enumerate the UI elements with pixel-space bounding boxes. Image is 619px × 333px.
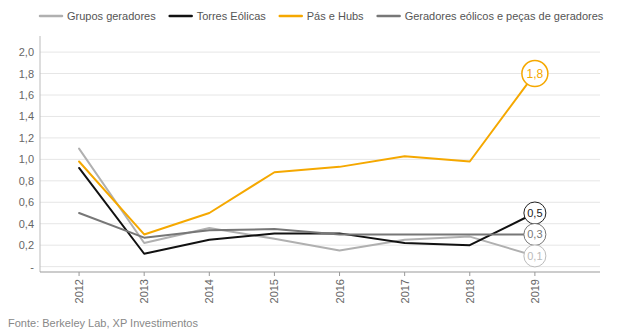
source-text: Fonte: Berkeley Lab, XP Investimentos: [8, 317, 198, 329]
y-tick-label: 1,0: [19, 153, 34, 165]
legend-label: Geradores eólicos e peças de geradores: [405, 10, 604, 22]
legend-swatch: [378, 15, 400, 18]
y-tick-label: 1,8: [19, 68, 34, 80]
series-line: [79, 149, 535, 256]
grid-line: [40, 266, 600, 267]
x-tick-label: 2014: [203, 279, 215, 303]
chart: -0,20,40,60,81,01,21,41,61,82,0201220132…: [0, 0, 619, 333]
plot-lines: [79, 74, 535, 256]
x-tick: [274, 272, 275, 276]
y-tick-label: 2,0: [19, 46, 34, 58]
x-tick: [339, 272, 340, 276]
x-tick-label: 2013: [138, 279, 150, 303]
y-axis-line: [40, 36, 41, 272]
legend-label: Torres Eólicas: [197, 10, 267, 22]
grid-line: [40, 73, 600, 74]
series-line: [79, 213, 535, 238]
legend-swatch: [280, 15, 302, 18]
grid-line: [40, 52, 600, 53]
annotation-text: 0,1: [527, 250, 542, 262]
x-tick: [79, 272, 80, 276]
grid-line: [40, 137, 600, 138]
annotation-ring: [524, 245, 546, 267]
x-tick: [534, 272, 535, 276]
legend-swatch: [170, 15, 192, 18]
x-tick-label: 2016: [334, 279, 346, 303]
series-line: [79, 74, 535, 235]
y-axis: - 0,2 0,4 0,6 0,8 1,0 1,2 1,4 1,6 1,8 2,0: [19, 36, 600, 273]
y-tick-label: -: [30, 261, 34, 273]
y-tick-label: 1,6: [19, 89, 34, 101]
annotation-text: 0,5: [527, 207, 542, 219]
x-tick: [404, 272, 405, 276]
grid-line: [40, 116, 600, 117]
x-tick-label: 2015: [268, 279, 280, 303]
x-tick-label: 2017: [399, 279, 411, 303]
series-line: [79, 168, 535, 254]
grid-line: [40, 95, 600, 96]
legend: Grupos geradores Torres Eólicas Pás e Hubs…: [40, 10, 604, 22]
annotation-text: 1,8: [527, 67, 544, 81]
x-tick-label: 2019: [529, 279, 541, 303]
y-tick-label: 1,2: [19, 132, 34, 144]
y-tick-label: 0,2: [19, 239, 34, 251]
x-tick: [144, 272, 145, 276]
grid-line: [40, 180, 600, 181]
annotations: 1,8 0,5 0,3 0,1: [522, 61, 548, 267]
x-tick-label: 2018: [464, 279, 476, 303]
annotation-ring: [522, 61, 548, 87]
y-tick-label: 0,8: [19, 175, 34, 187]
y-tick-label: 0,6: [19, 196, 34, 208]
x-tick-label: 2012: [73, 279, 85, 303]
x-axis-line: [40, 272, 600, 273]
y-tick-label: 0,4: [19, 218, 34, 230]
x-axis: 2012 2013 2014 2015 2016 2017 2018 2019: [40, 272, 600, 303]
legend-label: Grupos geradores: [67, 10, 156, 22]
x-tick: [209, 272, 210, 276]
grid-line: [40, 245, 600, 246]
grid-line: [40, 202, 600, 203]
legend-swatch: [40, 15, 62, 18]
annotation-text: 0,3: [527, 228, 542, 240]
annotation-ring: [524, 202, 546, 224]
annotation-ring: [524, 223, 546, 245]
legend-label: Pás e Hubs: [307, 10, 364, 22]
x-tick: [469, 272, 470, 276]
grid-line: [40, 159, 600, 160]
y-tick-label: 1,4: [19, 110, 34, 122]
